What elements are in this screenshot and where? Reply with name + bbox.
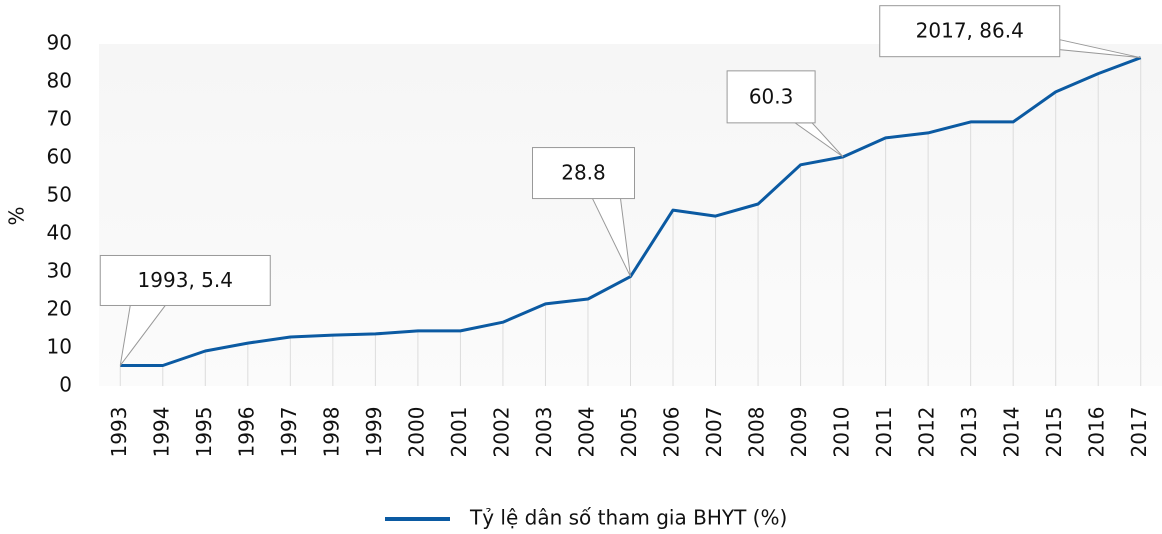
- x-tick-label: 1994: [149, 407, 173, 458]
- y-tick-label: 30: [47, 259, 72, 283]
- x-tick-label: 1998: [319, 407, 343, 458]
- callout-box: [879, 5, 1061, 58]
- x-tick-label: 1999: [362, 407, 386, 458]
- x-tick-label: 2012: [915, 407, 939, 458]
- x-tick-label: 2016: [1085, 407, 1109, 458]
- x-tick-label: 2009: [787, 407, 811, 458]
- x-tick-label: 2004: [574, 407, 598, 458]
- callout-box: [532, 147, 635, 200]
- x-tick-label: 2007: [702, 407, 726, 458]
- x-tick-label: 2010: [830, 407, 854, 458]
- y-tick-label: 20: [47, 297, 72, 321]
- callout-box: [726, 70, 816, 124]
- x-tick-label: 2002: [489, 407, 513, 458]
- x-tick-label: 2017: [1127, 407, 1151, 458]
- y-tick-label: 50: [47, 183, 72, 207]
- data-label: 60.3: [749, 84, 794, 108]
- x-tick-label: 1997: [277, 407, 301, 458]
- y-tick-label: 40: [47, 221, 72, 245]
- data-label: 1993, 5.4: [138, 268, 233, 292]
- callout-box: [99, 254, 271, 306]
- x-tick-label: 1995: [192, 407, 216, 458]
- x-tick-label: 2000: [404, 407, 428, 458]
- x-tick-label: 1996: [234, 407, 258, 458]
- x-tick-label: 2015: [1042, 407, 1066, 458]
- y-tick-label: 10: [47, 335, 72, 359]
- y-tick-label: 70: [47, 107, 72, 131]
- y-tick-label: 60: [47, 145, 72, 169]
- legend-label: Tỷ lệ dân số tham gia BHYT (%): [469, 506, 787, 530]
- x-tick-label: 2011: [872, 407, 896, 458]
- x-tick-label: 2013: [957, 407, 981, 458]
- y-axis-label: %: [5, 206, 29, 225]
- y-tick-label: 90: [47, 31, 72, 55]
- data-label: 2017, 86.4: [916, 19, 1024, 43]
- x-tick-label: 2006: [660, 407, 684, 458]
- x-tick-label: 2008: [745, 407, 769, 458]
- y-tick-label: 80: [47, 69, 72, 93]
- x-tick-label: 2003: [532, 407, 556, 458]
- x-tick-label: 2014: [1000, 407, 1024, 458]
- x-tick-label: 2005: [617, 407, 641, 458]
- y-tick-label: 0: [59, 373, 72, 397]
- x-tick-label: 1993: [107, 407, 131, 458]
- x-tick-label: 2001: [447, 407, 471, 458]
- data-label: 28.8: [561, 161, 606, 185]
